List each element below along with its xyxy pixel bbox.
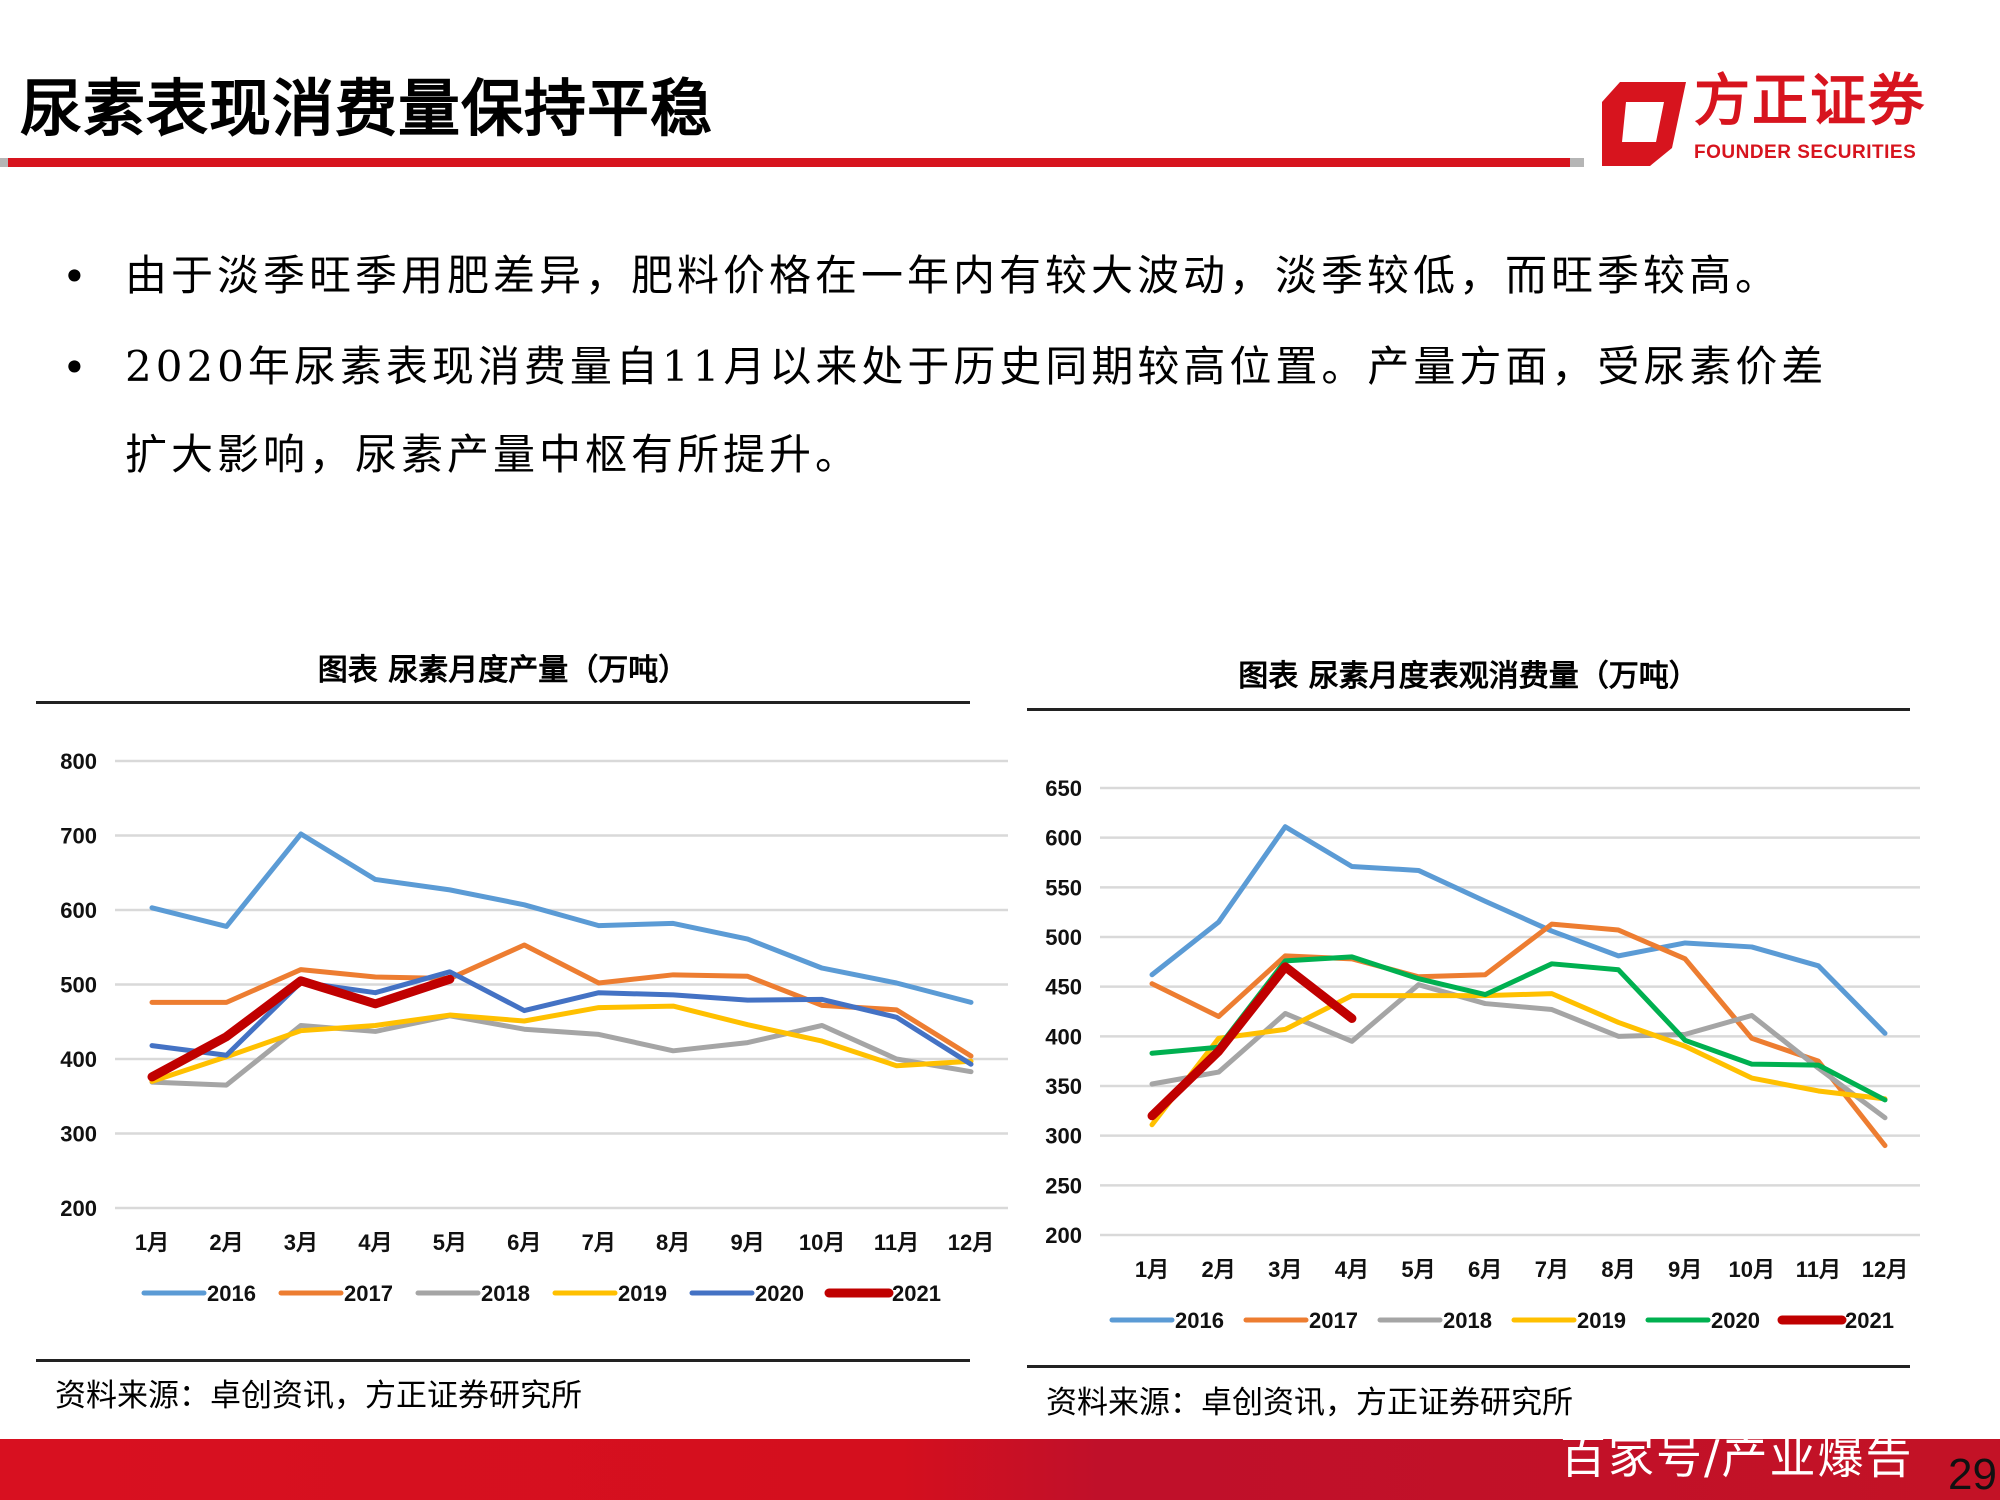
title-divider-accent <box>0 158 8 167</box>
x-tick-label: 10月 <box>799 1230 845 1255</box>
legend-label-2019: 2019 <box>1577 1308 1626 1333</box>
x-tick-label: 11月 <box>1796 1257 1841 1282</box>
y-tick-label: 800 <box>60 749 97 774</box>
x-tick-label: 7月 <box>1535 1257 1569 1282</box>
legend-label-2021: 2021 <box>1845 1308 1894 1333</box>
legend-label-2020: 2020 <box>755 1281 804 1306</box>
x-tick-label: 10月 <box>1728 1257 1774 1282</box>
chart-0: 200 300 400 500 600 700 800 1月 2月 3月 4月 5月 6月 7月 8月 9月 1… <box>60 749 1008 1306</box>
watermark: 百家号/产业爆告 <box>1560 1430 1914 1484</box>
legend-label-2018: 2018 <box>1443 1308 1492 1333</box>
y-tick-label: 700 <box>60 824 97 849</box>
y-tick-label: 650 <box>1045 776 1082 801</box>
chart-1: 200 250 300 350 400 450 500 550 600 650 1月 2月 3月 4月 5月… <box>1045 776 1920 1333</box>
bullet-icon: • <box>62 343 87 392</box>
chart-bottom-rule <box>1027 1365 1910 1368</box>
x-tick-label: 1月 <box>135 1230 169 1255</box>
x-tick-label: 4月 <box>358 1230 392 1255</box>
x-tick-label: 6月 <box>1468 1257 1502 1282</box>
x-tick-label: 11月 <box>874 1230 919 1255</box>
consumption-chart-title: 图表 尿素月度表观消费量（万吨） <box>1238 659 1699 694</box>
y-tick-label: 300 <box>1045 1124 1082 1149</box>
chart-top-rule <box>1027 708 1910 711</box>
title-divider-accent <box>1570 158 1584 167</box>
x-tick-label: 6月 <box>507 1230 541 1255</box>
series-line-2021 <box>1147 962 1357 1121</box>
series-line-2019 <box>1149 991 1888 1128</box>
x-tick-label: 1月 <box>1135 1257 1169 1282</box>
legend-label-2016: 2016 <box>207 1281 256 1306</box>
x-tick-label: 12月 <box>948 1230 994 1255</box>
page-number: 29 <box>1948 1450 1997 1499</box>
y-tick-label: 550 <box>1045 875 1082 900</box>
y-tick-label: 400 <box>1045 1024 1082 1049</box>
x-tick-label: 9月 <box>731 1230 765 1255</box>
bullet-icon: • <box>62 252 87 301</box>
bullet-text-3: 扩大影响，尿素产量中枢有所提升。 <box>125 430 862 479</box>
y-tick-label: 300 <box>60 1122 97 1147</box>
legend-label-2016: 2016 <box>1175 1308 1224 1333</box>
series-line-2019 <box>149 1003 974 1084</box>
x-tick-label: 7月 <box>582 1230 616 1255</box>
y-tick-label: 600 <box>60 898 97 923</box>
x-tick-label: 9月 <box>1668 1257 1702 1282</box>
y-tick-label: 400 <box>60 1047 97 1072</box>
x-tick-label: 8月 <box>656 1230 690 1255</box>
x-tick-label: 8月 <box>1601 1257 1635 1282</box>
series-line-2016 <box>149 831 974 1005</box>
y-tick-label: 500 <box>1045 925 1082 950</box>
legend-label-2019: 2019 <box>618 1281 667 1306</box>
legend-label-2021: 2021 <box>892 1281 941 1306</box>
legend-label-2018: 2018 <box>481 1281 530 1306</box>
founder-securities-logo: 方正证券 FOUNDER SECURITIES <box>1598 70 1928 169</box>
legend-label-2020: 2020 <box>1711 1308 1760 1333</box>
chart-top-rule <box>36 701 970 704</box>
footer-band <box>0 1439 2000 1500</box>
x-tick-label: 12月 <box>1862 1257 1908 1282</box>
legend-label-2017: 2017 <box>1309 1308 1358 1333</box>
legend-label-2017: 2017 <box>344 1281 393 1306</box>
chart-bottom-rule <box>36 1359 970 1362</box>
bullet-text-1: 由于淡季旺季用肥差异，肥料价格在一年内有较大波动，淡季较低，而旺季较高。 <box>125 251 1782 300</box>
y-tick-label: 350 <box>1045 1074 1082 1099</box>
y-tick-label: 500 <box>60 973 97 998</box>
y-tick-label: 250 <box>1045 1173 1082 1198</box>
production-chart-source: 资料来源：卓创资讯，方正证券研究所 <box>55 1378 582 1414</box>
y-tick-label: 200 <box>60 1196 97 1221</box>
consumption-chart-source: 资料来源：卓创资讯，方正证券研究所 <box>1046 1385 1573 1421</box>
y-tick-label: 200 <box>1045 1223 1082 1248</box>
page-title: 尿素表现消费量保持平稳 <box>20 72 714 145</box>
logo-mark-icon <box>1602 82 1686 166</box>
production-chart-title: 图表 尿素月度产量（万吨） <box>317 653 689 688</box>
x-tick-label: 3月 <box>1268 1257 1302 1282</box>
x-tick-label: 5月 <box>1401 1257 1435 1282</box>
y-tick-label: 450 <box>1045 975 1082 1000</box>
x-tick-label: 2月 <box>209 1230 243 1255</box>
x-tick-label: 4月 <box>1335 1257 1369 1282</box>
series-line-2018 <box>1149 982 1888 1121</box>
y-tick-label: 600 <box>1045 826 1082 851</box>
series-line-2017 <box>149 942 974 1059</box>
x-tick-label: 2月 <box>1202 1257 1236 1282</box>
bullet-text-2: 2020年尿素表现消费量自11月以来处于历史同期较高位置。产量方面，受尿素价差 <box>125 342 1828 391</box>
title-divider <box>0 158 1570 167</box>
logo-text-cn: 方正证券 <box>1694 69 1926 134</box>
x-tick-label: 5月 <box>433 1230 467 1255</box>
x-tick-label: 3月 <box>284 1230 318 1255</box>
series-line-2016 <box>1149 824 1888 1036</box>
logo-text-en: FOUNDER SECURITIES <box>1694 142 1917 163</box>
series-line-2017 <box>1149 921 1888 1149</box>
